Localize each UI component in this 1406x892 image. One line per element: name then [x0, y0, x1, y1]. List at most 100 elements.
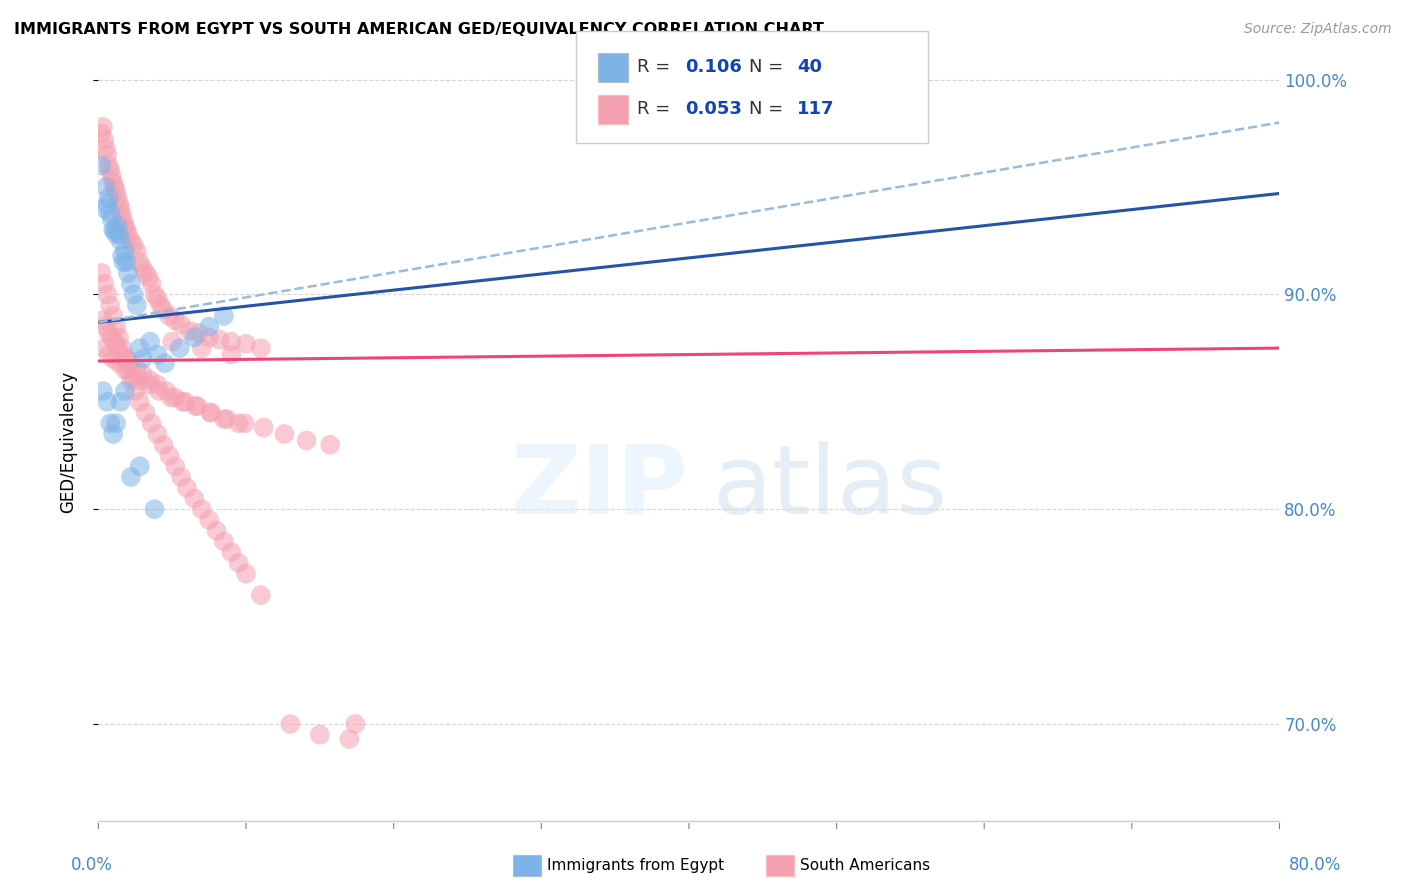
- Point: [96, 148, 118, 162]
- Y-axis label: GED/Equivalency: GED/Equivalency: [59, 370, 77, 513]
- Point: [187, 326, 209, 340]
- Point: [233, 417, 256, 431]
- Point: [90, 126, 112, 140]
- Point: [152, 302, 174, 317]
- Point: [108, 197, 131, 211]
- Point: [309, 728, 332, 742]
- Point: [105, 319, 128, 334]
- Point: [208, 333, 231, 347]
- Point: [339, 731, 361, 746]
- Point: [110, 394, 132, 409]
- Point: [100, 330, 122, 344]
- Point: [174, 394, 197, 409]
- Point: [139, 373, 162, 387]
- Point: [125, 244, 148, 259]
- Point: [97, 326, 120, 340]
- Text: 0.106: 0.106: [685, 58, 741, 76]
- Point: [183, 330, 205, 344]
- Point: [97, 347, 120, 361]
- Point: [103, 176, 125, 190]
- Point: [100, 212, 122, 227]
- Point: [170, 470, 193, 484]
- Point: [103, 351, 125, 366]
- Text: R =: R =: [637, 58, 676, 76]
- Text: R =: R =: [637, 100, 676, 118]
- Point: [135, 405, 157, 419]
- Point: [221, 347, 243, 361]
- Point: [155, 384, 177, 398]
- Point: [120, 373, 142, 387]
- Text: Source: ZipAtlas.com: Source: ZipAtlas.com: [1244, 22, 1392, 37]
- Point: [107, 219, 129, 233]
- Point: [280, 717, 302, 731]
- Text: 117: 117: [797, 100, 835, 118]
- Point: [96, 394, 118, 409]
- Point: [105, 184, 128, 198]
- Point: [141, 417, 163, 431]
- Point: [117, 227, 139, 242]
- Point: [198, 513, 221, 527]
- Point: [107, 341, 129, 355]
- Point: [132, 351, 155, 366]
- Point: [111, 347, 134, 361]
- Point: [215, 412, 238, 426]
- Point: [91, 384, 114, 398]
- Point: [128, 341, 150, 355]
- Point: [94, 141, 117, 155]
- Point: [186, 399, 208, 413]
- Point: [93, 341, 115, 355]
- Point: [235, 566, 257, 581]
- Point: [93, 202, 115, 216]
- Point: [200, 405, 222, 419]
- Point: [235, 336, 257, 351]
- Point: [125, 362, 148, 376]
- Point: [117, 362, 139, 376]
- Point: [105, 417, 128, 431]
- Point: [115, 351, 138, 366]
- Point: [132, 261, 155, 276]
- Point: [212, 412, 235, 426]
- Point: [111, 249, 134, 263]
- Point: [169, 341, 191, 355]
- Point: [117, 266, 139, 280]
- Text: 0.053: 0.053: [685, 100, 741, 118]
- Point: [105, 227, 128, 242]
- Point: [120, 277, 142, 291]
- Point: [93, 133, 115, 147]
- Point: [114, 244, 136, 259]
- Point: [319, 438, 342, 452]
- Point: [138, 377, 160, 392]
- Point: [128, 373, 150, 387]
- Point: [98, 298, 121, 312]
- Point: [91, 120, 114, 134]
- Text: 80.0%: 80.0%: [1288, 856, 1341, 874]
- Point: [124, 384, 146, 398]
- Point: [125, 298, 148, 312]
- Point: [157, 309, 180, 323]
- Point: [122, 287, 145, 301]
- Point: [115, 223, 138, 237]
- Point: [184, 399, 207, 413]
- Point: [221, 334, 243, 349]
- Point: [98, 206, 121, 220]
- Point: [103, 223, 125, 237]
- Point: [112, 255, 135, 269]
- Point: [96, 287, 118, 301]
- Point: [97, 191, 120, 205]
- Text: Immigrants from Egypt: Immigrants from Egypt: [547, 858, 724, 872]
- Point: [146, 427, 169, 442]
- Point: [97, 159, 120, 173]
- Point: [172, 394, 194, 409]
- Point: [93, 277, 115, 291]
- Point: [103, 309, 125, 323]
- Point: [148, 384, 170, 398]
- Point: [108, 227, 131, 242]
- Point: [139, 334, 162, 349]
- Point: [149, 298, 172, 312]
- Point: [198, 330, 221, 344]
- Point: [98, 417, 121, 431]
- Point: [98, 162, 121, 177]
- Point: [103, 427, 125, 442]
- Point: [228, 417, 250, 431]
- Point: [141, 277, 163, 291]
